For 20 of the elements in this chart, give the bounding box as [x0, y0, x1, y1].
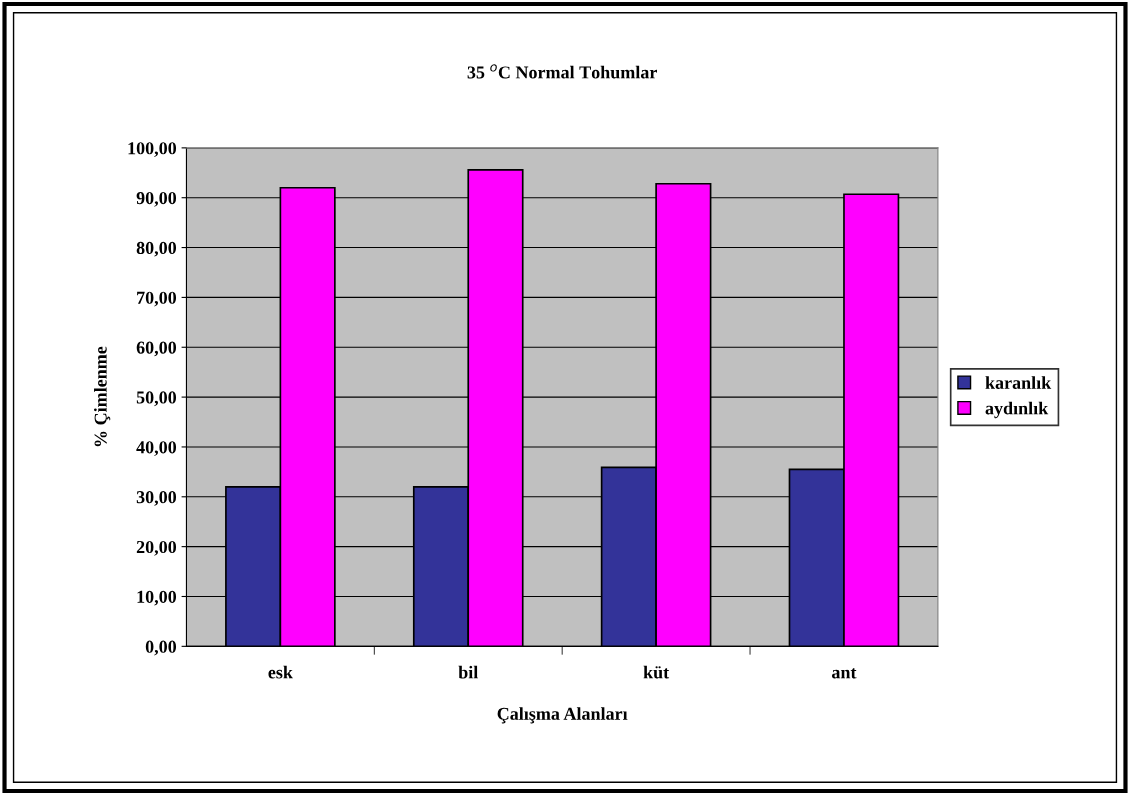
y-tick-label: 30,00	[136, 491, 177, 506]
x-tick-label: bil	[458, 665, 478, 679]
x-tick-label: küt	[643, 665, 670, 679]
legend-label: aydınlık	[985, 401, 1049, 419]
y-tick-label: 90,00	[136, 191, 177, 207]
y-tick-label: 40,00	[136, 441, 177, 457]
y-tick-label: 70,00	[137, 291, 177, 307]
y-tick-label: 100,00	[128, 142, 177, 157]
y-tick-label: 10,00	[137, 590, 177, 606]
x-tick-label: ant	[832, 668, 857, 679]
x-axis-title: Çalışma Alanları	[497, 707, 628, 724]
chart-title: 35 $^{o}$C Normal Tohumlar	[467, 64, 657, 79]
x-tick-label: esk	[268, 665, 293, 679]
y-axis-title: % Çimlenme	[94, 346, 111, 447]
y-tick-label: 50,00	[136, 391, 177, 407]
legend-label: karanlık	[985, 376, 1052, 389]
y-tick-label: 20,00	[136, 540, 177, 556]
y-tick-label: 60,00	[136, 341, 177, 357]
y-tick-label: 80,00	[136, 241, 177, 257]
y-tick-label: 0,00	[145, 640, 177, 656]
